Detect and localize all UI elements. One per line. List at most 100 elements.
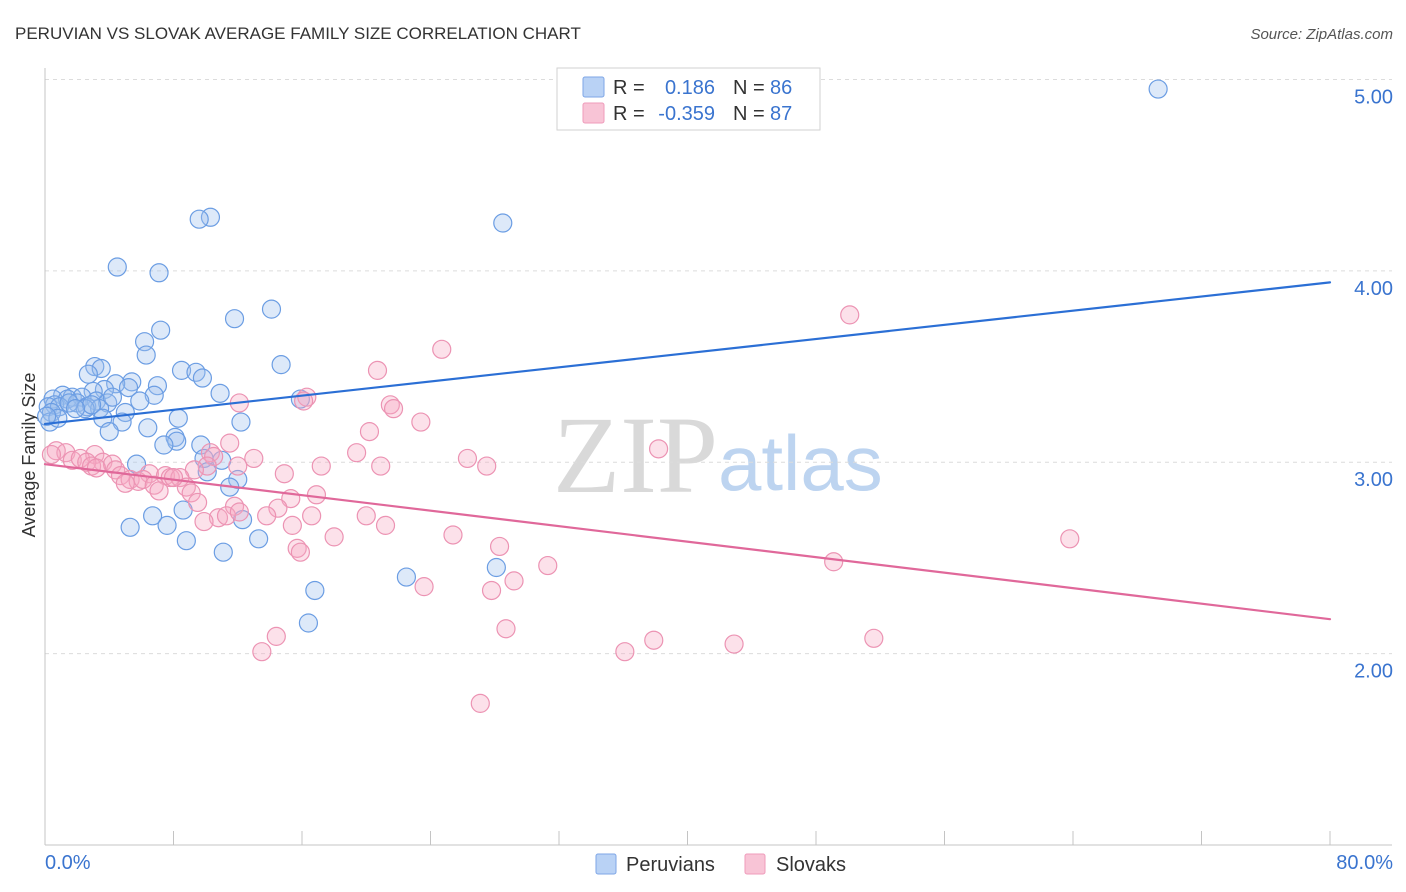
- slovaks-point: [347, 443, 367, 463]
- slovaks-point: [504, 571, 524, 591]
- stats-legend-row-slovaks: R = -0.359 N = 87: [582, 102, 792, 125]
- slovaks-point: [470, 693, 490, 713]
- peruvians-point: [231, 412, 251, 432]
- slovaks-point: [443, 525, 463, 545]
- peruvians-point: [271, 355, 291, 375]
- peruvians-point: [65, 399, 86, 419]
- peruvians-point: [493, 213, 513, 233]
- peruvians-point: [249, 529, 269, 549]
- peruvians-point: [176, 531, 196, 551]
- slovaks-point: [181, 483, 201, 503]
- slovaks-swatch: [582, 102, 605, 124]
- slovaks-point: [371, 456, 391, 476]
- slovaks-point: [266, 626, 286, 646]
- y-tick-label: 2.00: [1354, 661, 1393, 683]
- slovaks-legend-swatch[interactable]: [744, 853, 766, 875]
- gridlines: [45, 78, 1392, 655]
- peruvians-point: [136, 345, 156, 365]
- y-tick-label: 5.00: [1354, 86, 1393, 108]
- trend-line-peruvians: [43, 281, 1332, 426]
- watermark-zip: ZIP: [553, 394, 718, 516]
- peruvians-point: [149, 263, 169, 283]
- peruvians-point: [99, 422, 119, 442]
- slovaks-point: [481, 580, 502, 601]
- slovaks-point: [864, 628, 884, 648]
- peruvians-point: [171, 360, 192, 380]
- peruvians-point: [1148, 79, 1168, 99]
- peruvians-point: [210, 383, 230, 403]
- slovaks-point: [56, 443, 76, 463]
- peruvians-point: [298, 613, 319, 633]
- legend-label-peruvians[interactable]: Peruvians: [626, 854, 715, 876]
- peruvians-point: [37, 406, 57, 426]
- slovaks-point: [274, 464, 294, 484]
- slovaks-point: [414, 577, 434, 597]
- slovaks-point: [187, 492, 208, 513]
- slovaks-point: [216, 506, 237, 526]
- x-tick-marks: [44, 831, 1331, 845]
- peruvians-point: [224, 309, 245, 329]
- slovaks-point: [367, 360, 388, 380]
- legend-item-slovaks[interactable]: Slovaks: [744, 853, 846, 876]
- slovaks-point: [149, 481, 169, 501]
- slovaks-point: [724, 634, 744, 654]
- slovaks-point: [615, 642, 635, 662]
- peruvians-point: [261, 299, 282, 319]
- slovaks-point: [220, 433, 240, 453]
- slovaks-point: [244, 448, 264, 469]
- slovaks-point: [228, 456, 248, 476]
- peruvians-point: [144, 385, 164, 405]
- slovaks-point: [41, 444, 62, 465]
- peruvians-point: [189, 209, 209, 229]
- peruvians-point: [102, 387, 123, 407]
- peruvians-point: [118, 378, 139, 398]
- watermark-atlas: atlas: [718, 419, 883, 507]
- axes: [44, 68, 1392, 846]
- trend-line-slovaks: [43, 463, 1332, 621]
- series-peruvians-points: [37, 79, 1168, 633]
- peruvians-point: [130, 391, 150, 411]
- slovaks-point: [282, 515, 302, 535]
- slovaks-point: [257, 506, 277, 526]
- slovaks-point: [359, 422, 380, 442]
- peruvians-point: [151, 320, 171, 340]
- n-label: N =: [733, 103, 765, 125]
- slovaks-point: [432, 339, 452, 359]
- slovaks-point: [648, 439, 669, 459]
- slovaks-point: [62, 450, 82, 470]
- legend-item-peruvians[interactable]: Peruvians: [595, 853, 715, 876]
- peruvians-point: [122, 372, 142, 392]
- peruvians-point: [213, 542, 233, 562]
- r-label: R =: [613, 103, 645, 125]
- peruvians-point: [154, 435, 174, 455]
- y-tick-label: 4.00: [1354, 278, 1393, 300]
- slovaks-point: [457, 448, 478, 469]
- legend-label-slovaks[interactable]: Slovaks: [776, 854, 846, 876]
- peruvians-point: [486, 557, 506, 578]
- slovaks-point: [163, 467, 184, 488]
- series-legend: Peruvians Slovaks: [595, 853, 846, 876]
- slovaks-point: [311, 456, 331, 476]
- slovaks-point: [306, 485, 327, 505]
- slovaks-point: [824, 552, 844, 572]
- peruvians-point: [120, 517, 140, 537]
- peruvians-point: [78, 364, 98, 384]
- slovaks-point: [538, 555, 558, 576]
- peruvians-point: [168, 408, 188, 428]
- peruvians-point: [81, 395, 102, 415]
- n-value-slovaks: 87: [770, 103, 792, 125]
- slovaks-point: [496, 619, 516, 639]
- peruvians-legend-swatch[interactable]: [595, 853, 617, 875]
- slovaks-point: [268, 498, 288, 518]
- watermark: ZIP atlas: [553, 394, 883, 516]
- slovaks-point: [229, 502, 249, 522]
- x-tick-label: 80.0%: [1336, 852, 1393, 874]
- slovaks-point: [356, 506, 376, 526]
- peruvians-point: [167, 431, 187, 451]
- slovaks-point: [252, 642, 272, 662]
- n-label: N =: [733, 77, 765, 99]
- y-tick-labels: 5.00 4.00 3.00 2.00: [1354, 86, 1393, 682]
- slovaks-point: [383, 399, 404, 419]
- slovaks-point: [489, 536, 510, 557]
